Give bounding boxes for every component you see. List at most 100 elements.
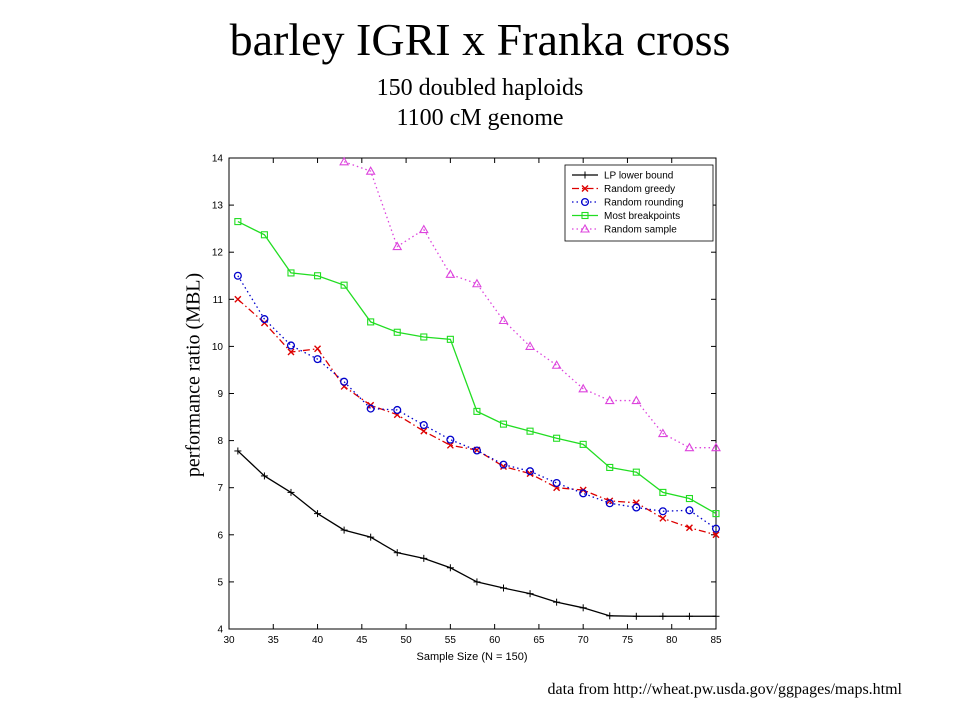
data-point-random-rounding — [393, 405, 402, 415]
data-point-lp-lower-bound — [579, 604, 587, 612]
y-axis-label: performance ratio (MBL) — [182, 272, 205, 478]
legend-label: Random sample — [604, 225, 677, 236]
series-line-random-rounding — [237, 275, 717, 530]
y-tick-label: 9 — [217, 389, 223, 400]
data-point-most-breakpoints — [260, 231, 268, 239]
legend-entry-most-breakpoints: Most breakpoints — [572, 211, 680, 222]
legend: LP lower bound Random greedy Random roundi… — [564, 164, 714, 242]
data-point-random-sample — [551, 360, 562, 369]
data-point-most-breakpoints — [473, 407, 481, 415]
data-point-random-rounding — [286, 341, 296, 350]
data-point-random-sample — [392, 241, 403, 251]
data-point-random-greedy — [685, 524, 693, 532]
legend-entry-random-sample: Random sample — [572, 223, 677, 236]
data-point-lp-lower-bound — [553, 598, 561, 606]
data-point-most-breakpoints — [393, 328, 401, 336]
data-point-lp-lower-bound — [260, 472, 268, 480]
x-axis: 30 35 40 45 50 55 60 65 70 75 80 85 — [223, 158, 722, 646]
data-point-lp-lower-bound — [606, 612, 614, 620]
data-point-most-breakpoints — [712, 510, 720, 518]
legend-label: Most breakpoints — [604, 211, 680, 222]
data-point-random-sample — [445, 269, 456, 278]
y-tick-label: 10 — [212, 342, 224, 353]
y-axis: 4 5 6 7 8 9 10 11 12 13 14 — [212, 154, 716, 636]
data-point-lp-lower-bound — [287, 488, 295, 496]
data-point-lp-lower-bound — [340, 526, 348, 534]
data-point-random-greedy — [314, 345, 322, 353]
data-point-most-breakpoints — [367, 318, 375, 326]
x-tick-label: 40 — [312, 635, 324, 646]
data-point-random-rounding — [579, 489, 588, 498]
y-tick-label: 7 — [217, 483, 223, 494]
data-point-random-rounding — [446, 435, 455, 444]
legend-marker — [581, 171, 589, 179]
data-point-random-greedy — [526, 470, 534, 478]
data-point-random-greedy — [712, 531, 720, 539]
series-line-most-breakpoints — [237, 221, 717, 515]
chart-title: barley IGRI x Franka cross — [229, 14, 731, 65]
data-point-random-rounding — [711, 524, 721, 533]
legend-box — [564, 164, 714, 242]
data-point-lp-lower-bound — [446, 564, 454, 572]
chart-subtitle-genome: 1100 cM genome — [396, 105, 564, 131]
data-point-random-rounding — [472, 446, 481, 455]
series-random-sample — [339, 156, 721, 452]
data-point-random-rounding — [419, 421, 428, 430]
x-tick-label: 75 — [622, 635, 634, 646]
data-point-random-rounding — [313, 355, 322, 364]
x-tick-label: 45 — [356, 635, 368, 646]
legend-marker — [580, 197, 590, 207]
x-tick-label: 65 — [533, 635, 545, 646]
data-point-random-greedy — [420, 427, 428, 435]
y-tick-label: 6 — [217, 530, 223, 541]
data-point-random-greedy — [606, 497, 614, 505]
data-point-lp-lower-bound — [499, 584, 507, 592]
data-point-random-sample — [339, 156, 350, 166]
y-tick-label: 11 — [213, 295, 224, 306]
data-point-random-sample — [657, 428, 668, 438]
y-tick-label: 5 — [217, 577, 223, 588]
data-point-random-sample — [365, 166, 376, 175]
x-tick-label: 50 — [401, 635, 413, 646]
data-point-most-breakpoints — [553, 434, 561, 442]
data-point-most-breakpoints — [659, 488, 667, 496]
data-point-most-breakpoints — [446, 335, 454, 343]
x-tick-label: 85 — [710, 635, 722, 646]
data-point-lp-lower-bound — [659, 612, 667, 620]
x-tick-label: 80 — [666, 635, 678, 646]
y-tick-label: 13 — [212, 201, 224, 212]
data-point-random-rounding — [499, 460, 508, 469]
data-point-most-breakpoints — [313, 272, 322, 280]
data-point-most-breakpoints — [632, 468, 640, 476]
data-point-random-rounding — [366, 404, 375, 413]
series-lp-lower-bound — [234, 447, 720, 620]
x-tick-label: 55 — [445, 635, 457, 646]
data-point-random-sample — [578, 383, 589, 393]
legend-marker — [581, 185, 589, 192]
x-axis-label: Sample Size (N = 150) — [417, 651, 528, 663]
data-point-random-sample — [711, 442, 721, 452]
data-point-random-rounding — [526, 467, 535, 476]
data-point-random-rounding — [260, 315, 269, 324]
series-most-breakpoints — [234, 218, 720, 518]
data-point-lp-lower-bound — [314, 510, 322, 518]
legend-label: Random rounding — [604, 198, 684, 209]
data-point-most-breakpoints — [340, 281, 348, 289]
data-point-random-rounding — [685, 506, 694, 515]
data-point-random-rounding — [340, 377, 349, 386]
data-point-random-greedy — [659, 514, 667, 522]
data-point-random-sample — [631, 395, 642, 405]
data-point-random-rounding — [233, 271, 242, 280]
data-source-note: data from http://wheat.pw.usda.gov/ggpag… — [547, 681, 902, 698]
x-tick-label: 35 — [268, 635, 280, 646]
data-point-lp-lower-bound — [473, 578, 481, 586]
data-point-most-breakpoints — [499, 420, 508, 428]
series-layer — [233, 156, 721, 620]
data-point-most-breakpoints — [420, 333, 428, 341]
data-point-random-rounding — [632, 503, 641, 512]
series-line-random-sample — [343, 161, 716, 449]
data-point-lp-lower-bound — [526, 590, 534, 598]
x-tick-label: 60 — [489, 635, 501, 646]
data-point-most-breakpoints — [234, 218, 242, 226]
